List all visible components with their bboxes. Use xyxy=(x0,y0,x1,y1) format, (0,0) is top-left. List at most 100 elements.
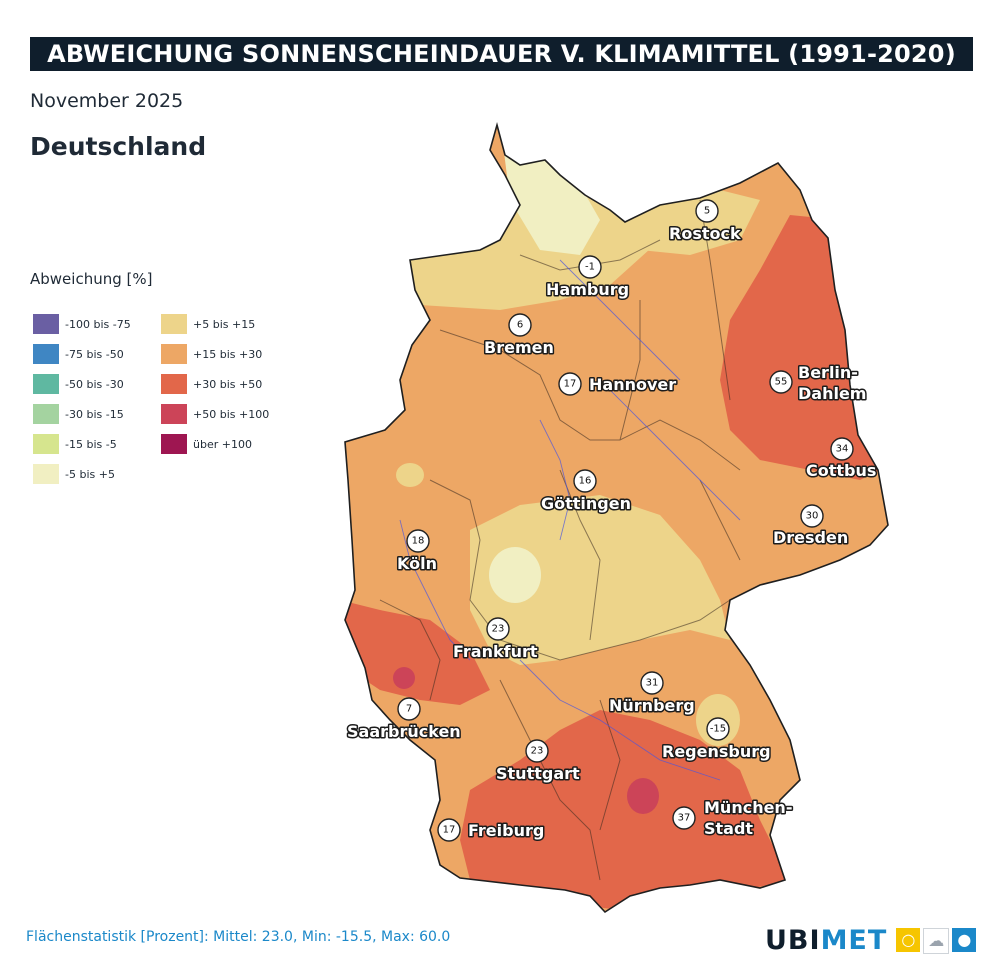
brand-part-ubi: UBI xyxy=(765,925,821,956)
city-value: 6 xyxy=(517,320,523,331)
legend-item: +5 bis +15 xyxy=(161,314,255,334)
legend-item: -30 bis -15 xyxy=(33,404,124,424)
city-label: Frankfurt xyxy=(453,642,538,661)
city-value: 7 xyxy=(406,704,412,715)
city-rostock: 5 Rostock xyxy=(668,199,742,245)
field-50-100 xyxy=(627,778,659,814)
brand-wordmark: UBIMET xyxy=(765,925,887,956)
city-marker xyxy=(695,199,719,223)
city-nuernberg: 31 Nürnberg xyxy=(608,671,696,717)
city-dresden: 30 Dresden xyxy=(772,504,850,549)
field-50-100 xyxy=(393,667,415,689)
legend-item: -100 bis -75 xyxy=(33,314,131,334)
city-hannover: 17 Hannover xyxy=(558,372,678,396)
city-marker xyxy=(578,255,602,279)
legend-item: -50 bis -30 xyxy=(33,374,124,394)
legend-label: +5 bis +15 xyxy=(193,317,256,331)
city-value: 17 xyxy=(564,379,577,390)
legend-label: über +100 xyxy=(193,437,252,451)
city-label: Stadt xyxy=(704,819,753,838)
city-frankfurt: 23 Frankfurt xyxy=(452,617,539,663)
field-30-50 xyxy=(345,600,490,705)
legend-swatch xyxy=(33,464,59,484)
city-value: 18 xyxy=(412,536,425,547)
city-regensburg: -15 Regensburg xyxy=(661,717,772,763)
legend-item: +15 bis +30 xyxy=(161,344,262,364)
legend-item: -15 bis -5 xyxy=(33,434,117,454)
legend-label: -75 bis -50 xyxy=(65,347,124,361)
legend-label: -50 bis -30 xyxy=(65,377,124,391)
state-borders xyxy=(379,199,741,881)
city-bremen: 6 Bremen xyxy=(483,313,555,359)
legend-item: +30 bis +50 xyxy=(161,374,262,394)
legend-label: -15 bis -5 xyxy=(65,437,117,451)
city-label: Stuttgart xyxy=(496,764,580,783)
legend-swatch xyxy=(161,434,187,454)
map-title: ABWEICHUNG SONNENSCHEINDAUER V. KLIMAMIT… xyxy=(30,37,973,71)
ubimet-logo: UBIMET ○ ☁ ● xyxy=(765,925,977,956)
city-value: 37 xyxy=(678,813,691,824)
city-marker xyxy=(525,739,549,763)
city-label: Hannover xyxy=(589,375,676,394)
city-muenchen-stadt: 37 München- Stadt xyxy=(672,797,794,840)
city-value: -1 xyxy=(585,262,595,273)
city-marker xyxy=(769,370,793,394)
legend-swatch xyxy=(33,434,59,454)
city-goettingen: 16 Göttingen xyxy=(540,469,633,515)
city-value: -15 xyxy=(710,724,726,735)
brand-part-met: MET xyxy=(820,925,888,956)
city-stuttgart: 23 Stuttgart xyxy=(495,739,582,785)
city-label: Regensburg xyxy=(662,742,771,761)
city-saarbruecken: 7 Saarbrücken xyxy=(346,697,462,743)
city-cottbus: 34 Cottbus xyxy=(805,437,878,482)
city-label: Nürnberg xyxy=(609,696,695,715)
legend-label: +15 bis +30 xyxy=(193,347,263,361)
city-value: 34 xyxy=(836,444,849,455)
legend-swatch xyxy=(33,374,59,394)
area-statistics: Flächenstatistik [Prozent]: Mittel: 23.0… xyxy=(26,929,451,945)
city-marker xyxy=(672,806,696,830)
drop-icon: ● xyxy=(952,927,977,952)
legend-swatch xyxy=(33,314,59,334)
city-label: Saarbrücken xyxy=(347,722,461,741)
city-value: 16 xyxy=(579,476,592,487)
city-marker xyxy=(640,671,664,695)
city-label: Freiburg xyxy=(468,821,544,840)
legend-swatch xyxy=(161,344,187,364)
brand-icons: ○ ☁ ● xyxy=(893,927,977,954)
field-5-15 xyxy=(396,463,424,487)
city-label: Hamburg xyxy=(546,280,629,299)
legend-swatch xyxy=(161,404,187,424)
legend-swatch xyxy=(161,374,187,394)
legend-item: -5 bis +5 xyxy=(33,464,115,484)
city-value: 17 xyxy=(443,825,456,836)
city-label: Berlin- xyxy=(798,363,858,382)
legend-swatch xyxy=(33,404,59,424)
field-5-15 xyxy=(470,495,730,665)
city-label: Cottbus xyxy=(806,461,876,480)
legend-label: +30 bis +50 xyxy=(193,377,263,391)
city-label: Dresden xyxy=(773,528,848,547)
city-value: 5 xyxy=(704,206,710,217)
period-label: November 2025 xyxy=(30,90,184,112)
legend-label: +50 bis +100 xyxy=(193,407,270,421)
rivers xyxy=(399,259,741,781)
city-marker xyxy=(573,469,597,493)
field-pale xyxy=(489,547,541,603)
city-koeln: 18 Köln xyxy=(396,529,438,575)
city-marker xyxy=(437,818,461,842)
legend: -100 bis -75 -75 bis -50 -50 bis -30 -30… xyxy=(33,314,333,494)
city-freiburg: 17 Freiburg xyxy=(437,818,546,842)
legend-label: -30 bis -15 xyxy=(65,407,124,421)
city-berlin-dahlem: 55 Berlin- Dahlem xyxy=(769,362,868,405)
city-marker xyxy=(800,504,824,528)
city-label: Bremen xyxy=(484,338,554,357)
city-label: Dahlem xyxy=(798,384,866,403)
city-value: 23 xyxy=(492,624,505,635)
city-marker xyxy=(558,372,582,396)
sun-icon: ○ xyxy=(896,927,921,952)
legend-swatch xyxy=(33,344,59,364)
city-label: Rostock xyxy=(669,224,741,243)
legend-swatch xyxy=(161,314,187,334)
